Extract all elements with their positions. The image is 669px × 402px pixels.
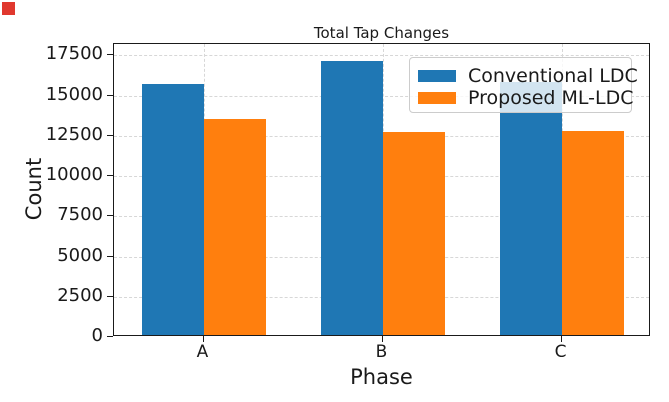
h-gridline xyxy=(114,55,649,57)
bar-conventional-ldc-a xyxy=(141,83,204,335)
y-tick-label: 15000 xyxy=(45,83,103,105)
y-tick-label: 2500 xyxy=(57,284,103,306)
x-tick-mark xyxy=(202,336,204,342)
bar-conventional-ldc-b xyxy=(320,60,383,335)
legend: Conventional LDC Proposed ML-LDC xyxy=(409,57,638,113)
bar-proposed-ml-ldc-b xyxy=(382,132,445,335)
legend-entry-conventional-ldc: Conventional LDC xyxy=(418,65,638,87)
y-tick-mark xyxy=(107,255,113,257)
x-tick-mark xyxy=(381,336,383,342)
legend-label: Proposed ML-LDC xyxy=(468,87,634,109)
y-tick-label: 5000 xyxy=(57,244,103,266)
y-tick-label: 12500 xyxy=(45,123,103,145)
y-tick-mark xyxy=(107,54,113,56)
legend-entry-proposed-ml-ldc: Proposed ML-LDC xyxy=(418,87,634,109)
y-axis-label: Count xyxy=(22,157,46,221)
x-axis-label: Phase xyxy=(350,365,413,389)
red-corner-marker xyxy=(2,2,15,15)
y-tick-mark xyxy=(107,295,113,297)
x-tick-label: C xyxy=(554,342,567,362)
y-tick-mark xyxy=(107,336,113,337)
y-tick-label: 0 xyxy=(91,325,103,346)
y-tick-mark xyxy=(107,215,113,217)
x-tick-mark xyxy=(560,336,562,342)
plot-area: Conventional LDC Proposed ML-LDC xyxy=(113,43,650,336)
legend-swatch-blue xyxy=(418,70,456,82)
y-tick-mark xyxy=(107,94,113,96)
bar-proposed-ml-ldc-a xyxy=(203,119,266,335)
y-tick-label: 7500 xyxy=(57,204,103,226)
legend-swatch-orange xyxy=(418,92,456,104)
chart-title: Total Tap Changes xyxy=(313,24,450,42)
x-tick-label: B xyxy=(375,342,388,362)
bar-conventional-ldc-c xyxy=(499,82,562,335)
y-tick-mark xyxy=(107,134,113,136)
bar-proposed-ml-ldc-c xyxy=(561,130,624,335)
y-tick-label: 17500 xyxy=(45,43,103,65)
legend-label: Conventional LDC xyxy=(468,65,638,87)
y-tick-label: 10000 xyxy=(45,164,103,185)
y-tick-mark xyxy=(107,175,113,176)
x-tick-label: A xyxy=(196,342,209,362)
